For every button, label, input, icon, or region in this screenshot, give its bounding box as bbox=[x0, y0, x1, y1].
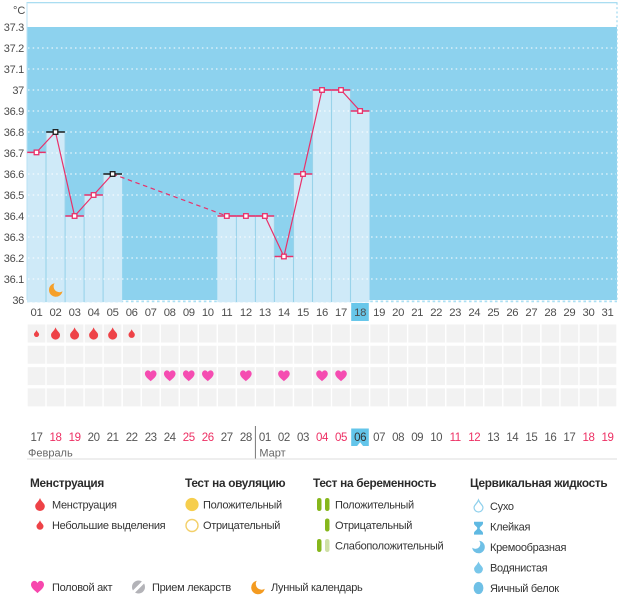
svg-text:29: 29 bbox=[563, 307, 575, 319]
svg-text:36.6: 36.6 bbox=[4, 169, 24, 181]
svg-text:36.9: 36.9 bbox=[4, 106, 24, 118]
svg-text:04: 04 bbox=[88, 307, 100, 319]
svg-text:37.3: 37.3 bbox=[4, 22, 24, 34]
svg-text:26: 26 bbox=[202, 432, 214, 444]
svg-text:05: 05 bbox=[107, 307, 119, 319]
svg-text:26: 26 bbox=[506, 307, 518, 319]
svg-text:Прием лекарств: Прием лекарств bbox=[152, 582, 231, 594]
svg-text:36: 36 bbox=[12, 295, 24, 307]
svg-text:18: 18 bbox=[583, 432, 595, 444]
svg-text:36.8: 36.8 bbox=[4, 127, 24, 139]
svg-text:23: 23 bbox=[145, 432, 157, 444]
svg-text:Цервикальная жидкость: Цервикальная жидкость bbox=[470, 476, 607, 490]
svg-text:Тест на овуляцию: Тест на овуляцию bbox=[185, 476, 286, 490]
svg-text:19: 19 bbox=[602, 432, 614, 444]
svg-text:Слабоположительный: Слабоположительный bbox=[335, 541, 443, 553]
svg-text:36.3: 36.3 bbox=[4, 232, 24, 244]
svg-text:10: 10 bbox=[430, 432, 442, 444]
svg-text:Отрицательный: Отрицательный bbox=[335, 520, 412, 532]
svg-text:13: 13 bbox=[487, 432, 499, 444]
svg-text:23: 23 bbox=[449, 307, 461, 319]
svg-text:36.7: 36.7 bbox=[4, 148, 24, 160]
svg-text:Февраль: Февраль bbox=[28, 448, 73, 460]
svg-text:12: 12 bbox=[240, 307, 252, 319]
svg-text:27: 27 bbox=[525, 307, 537, 319]
svg-text:19: 19 bbox=[373, 307, 385, 319]
svg-text:17: 17 bbox=[335, 307, 347, 319]
svg-text:Сухо: Сухо bbox=[490, 501, 514, 513]
svg-text:21: 21 bbox=[107, 432, 119, 444]
svg-text:16: 16 bbox=[544, 432, 556, 444]
svg-text:14: 14 bbox=[506, 432, 519, 444]
svg-text:20: 20 bbox=[88, 432, 100, 444]
svg-text:02: 02 bbox=[50, 307, 62, 319]
svg-text:04: 04 bbox=[316, 432, 329, 444]
svg-text:Менструация: Менструация bbox=[30, 476, 104, 490]
svg-text:Клейкая: Клейкая bbox=[490, 522, 530, 534]
svg-text:25: 25 bbox=[487, 307, 499, 319]
svg-text:28: 28 bbox=[240, 432, 252, 444]
svg-text:Кремообразная: Кремообразная bbox=[490, 542, 566, 554]
svg-text:17: 17 bbox=[563, 432, 575, 444]
svg-text:19: 19 bbox=[69, 432, 81, 444]
svg-text:11: 11 bbox=[221, 307, 232, 319]
svg-text:Положительный: Положительный bbox=[203, 500, 282, 512]
svg-text:24: 24 bbox=[164, 432, 177, 444]
svg-text:36.2: 36.2 bbox=[4, 253, 24, 265]
svg-text:09: 09 bbox=[411, 432, 423, 444]
svg-text:27: 27 bbox=[221, 432, 233, 444]
svg-text:36.4: 36.4 bbox=[4, 211, 24, 223]
svg-text:18: 18 bbox=[50, 432, 62, 444]
svg-text:Водянистая: Водянистая bbox=[490, 563, 548, 575]
svg-text:25: 25 bbox=[183, 432, 195, 444]
svg-text:11: 11 bbox=[450, 432, 461, 444]
svg-text:37: 37 bbox=[12, 85, 24, 97]
svg-text:20: 20 bbox=[392, 307, 404, 319]
svg-text:31: 31 bbox=[602, 307, 614, 319]
svg-text:Положительный: Положительный bbox=[335, 500, 414, 512]
svg-text:36.5: 36.5 bbox=[4, 190, 24, 202]
svg-text:09: 09 bbox=[183, 307, 195, 319]
svg-text:13: 13 bbox=[259, 307, 271, 319]
svg-text:36.1: 36.1 bbox=[4, 274, 24, 286]
svg-text:01: 01 bbox=[259, 432, 271, 444]
svg-text:06: 06 bbox=[126, 307, 138, 319]
svg-text:18: 18 bbox=[354, 307, 366, 319]
svg-text:30: 30 bbox=[583, 307, 595, 319]
svg-text:10: 10 bbox=[202, 307, 214, 319]
svg-text:05: 05 bbox=[335, 432, 347, 444]
svg-text:08: 08 bbox=[392, 432, 404, 444]
svg-text:02: 02 bbox=[278, 432, 290, 444]
svg-text:37.1: 37.1 bbox=[4, 64, 24, 76]
svg-text:Лунный календарь: Лунный календарь bbox=[271, 582, 363, 594]
svg-text:37.2: 37.2 bbox=[4, 43, 24, 55]
svg-text:Менструация: Менструация bbox=[52, 500, 117, 512]
svg-text:15: 15 bbox=[297, 307, 309, 319]
svg-text:28: 28 bbox=[544, 307, 556, 319]
svg-text:Половой акт: Половой акт bbox=[52, 582, 113, 594]
svg-text:°C: °C bbox=[13, 5, 25, 17]
svg-text:15: 15 bbox=[525, 432, 537, 444]
svg-text:03: 03 bbox=[297, 432, 309, 444]
svg-text:22: 22 bbox=[126, 432, 138, 444]
svg-text:Яичный белок: Яичный белок bbox=[490, 583, 559, 595]
svg-text:01: 01 bbox=[31, 307, 43, 319]
svg-text:22: 22 bbox=[430, 307, 442, 319]
svg-text:07: 07 bbox=[373, 432, 385, 444]
svg-text:Тест на беременность: Тест на беременность bbox=[313, 476, 436, 490]
svg-text:12: 12 bbox=[468, 432, 480, 444]
svg-text:Небольшие выделения: Небольшие выделения bbox=[52, 520, 166, 532]
svg-text:17: 17 bbox=[31, 432, 43, 444]
svg-text:Март: Март bbox=[259, 448, 285, 460]
svg-text:16: 16 bbox=[316, 307, 328, 319]
svg-text:07: 07 bbox=[145, 307, 157, 319]
svg-text:08: 08 bbox=[164, 307, 176, 319]
svg-text:Отрицательный: Отрицательный bbox=[203, 520, 280, 532]
svg-text:24: 24 bbox=[468, 307, 480, 319]
svg-text:21: 21 bbox=[411, 307, 423, 319]
svg-text:03: 03 bbox=[69, 307, 81, 319]
svg-text:06: 06 bbox=[354, 432, 366, 444]
svg-text:14: 14 bbox=[278, 307, 290, 319]
